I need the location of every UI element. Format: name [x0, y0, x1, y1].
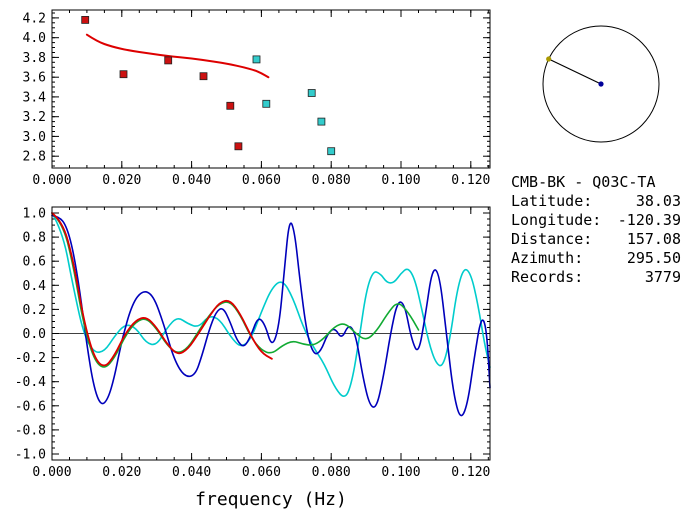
cyan-velocity-points-marker [262, 99, 271, 108]
x-axis: 0.000 0.020 0.040 0.060 0.080 0.100 0.120 [32, 207, 490, 480]
x-tick-label: 0.060 [242, 465, 281, 480]
y-tick-label: 3.0 [23, 130, 46, 145]
y-axis: 2.8 3.0 3.2 3.4 3.6 3.8 4.0 4.2 [23, 11, 490, 165]
records-value: 3779 [644, 268, 681, 286]
minor-ticks [51, 10, 490, 168]
y-tick-label: -0.6 [15, 399, 46, 414]
station-pair-title: CMB-BK - Q03C-TA [511, 173, 656, 191]
station-info: CMB-BK - Q03C-TA Latitude: 38.03 Longitu… [511, 173, 681, 287]
x-tick-label: 0.100 [381, 173, 420, 188]
y-tick-label: -0.8 [15, 423, 46, 438]
plot-frame [51, 9, 491, 169]
plot-frame [51, 206, 491, 461]
y-axis: -1.0 -0.8 -0.6 -0.4 -0.2 0.0 0.2 0.4 0.6 0.8 1.0 [15, 207, 490, 463]
x-tick-label: 0.040 [172, 465, 211, 480]
red-velocity-points-marker [119, 70, 128, 79]
x-tick-label: 0.120 [451, 465, 490, 480]
info-row-azimuth: Azimuth: 295.50 [511, 249, 681, 268]
red-velocity-points [81, 15, 243, 151]
compass-circle [542, 25, 660, 143]
distance-label: Distance: [511, 230, 593, 248]
longitude-value: -120.39 [617, 211, 681, 229]
y-tick-label: 4.0 [23, 31, 46, 46]
x-tick-label: 0.000 [32, 173, 71, 188]
azimuth-line [548, 58, 602, 85]
azimuth-label: Azimuth: [511, 249, 584, 267]
y-tick-label: -0.4 [15, 375, 46, 390]
y-tick-label: -1.0 [15, 448, 46, 463]
azimuth-compass [542, 25, 660, 143]
dispersion-plot: 0.000 0.020 0.040 0.060 0.080 0.100 0.120 2.8 3.… [23, 9, 491, 188]
center-dot [598, 81, 604, 87]
records-label: Records: [511, 268, 584, 286]
x-tick-label: 0.080 [312, 173, 351, 188]
green-correlation-trace [51, 212, 420, 368]
azimuth-value: 295.50 [626, 249, 681, 267]
x-tick-label: 0.100 [381, 465, 420, 480]
x-tick-label: 0.080 [312, 465, 351, 480]
info-row-distance: Distance: 157.08 [511, 230, 681, 249]
x-axis: 0.000 0.020 0.040 0.060 0.080 0.100 0.120 [32, 10, 490, 188]
cyan-correlation-trace [51, 212, 491, 397]
red-velocity-points-marker [226, 101, 235, 110]
x-tick-label: 0.000 [32, 465, 71, 480]
waveform-plot: 0.000 0.020 0.040 0.060 0.080 0.100 0.120-1.0-… [15, 206, 491, 510]
cyan-velocity-points-marker [252, 55, 261, 64]
red-velocity-points-marker [164, 56, 173, 65]
x-tick-label: 0.060 [242, 173, 281, 188]
y-tick-label: 4.2 [23, 11, 46, 26]
x-tick-label: 0.020 [102, 465, 141, 480]
y-tick-label: -0.2 [15, 351, 46, 366]
x-tick-label: 0.120 [451, 173, 490, 188]
y-tick-label: 1.0 [23, 207, 46, 222]
red-velocity-points-marker [81, 15, 90, 24]
cyan-velocity-points-marker [327, 147, 336, 156]
y-tick-label: 3.6 [23, 71, 46, 86]
y-tick-label: 0.4 [23, 279, 47, 294]
cyan-velocity-points-marker [307, 89, 316, 97]
latitude-label: Latitude: [511, 192, 593, 210]
red-velocity-points-marker [199, 72, 208, 81]
longitude-label: Longitude: [511, 211, 602, 229]
info-row-latitude: Latitude: 38.03 [511, 192, 681, 211]
y-tick-label: 0.0 [23, 327, 46, 342]
y-tick-label: 3.2 [23, 110, 46, 125]
red-correlation-trace [51, 212, 273, 367]
red-velocity-points-marker [234, 142, 243, 151]
latitude-value: 38.03 [635, 192, 681, 210]
x-tick-label: 0.040 [172, 173, 211, 188]
cyan-velocity-points-marker [317, 117, 326, 126]
y-tick-label: 0.6 [23, 255, 46, 270]
y-tick-label: 3.4 [23, 90, 47, 105]
distance-value: 157.08 [626, 230, 681, 248]
cyan-velocity-points [252, 55, 336, 156]
y-tick-label: 2.8 [23, 150, 46, 165]
y-tick-label: 3.8 [23, 51, 46, 66]
station-dot [546, 56, 552, 62]
info-row-records: Records: 3779 [511, 268, 681, 287]
y-tick-label: 0.2 [23, 303, 46, 318]
reference-dispersion-curve [85, 33, 270, 79]
y-tick-label: 0.8 [23, 231, 46, 246]
info-row-longitude: Longitude: -120.39 [511, 211, 681, 230]
x-axis-title: frequency (Hz) [195, 489, 347, 510]
navy-correlation-trace [51, 214, 491, 417]
x-tick-label: 0.020 [102, 173, 141, 188]
